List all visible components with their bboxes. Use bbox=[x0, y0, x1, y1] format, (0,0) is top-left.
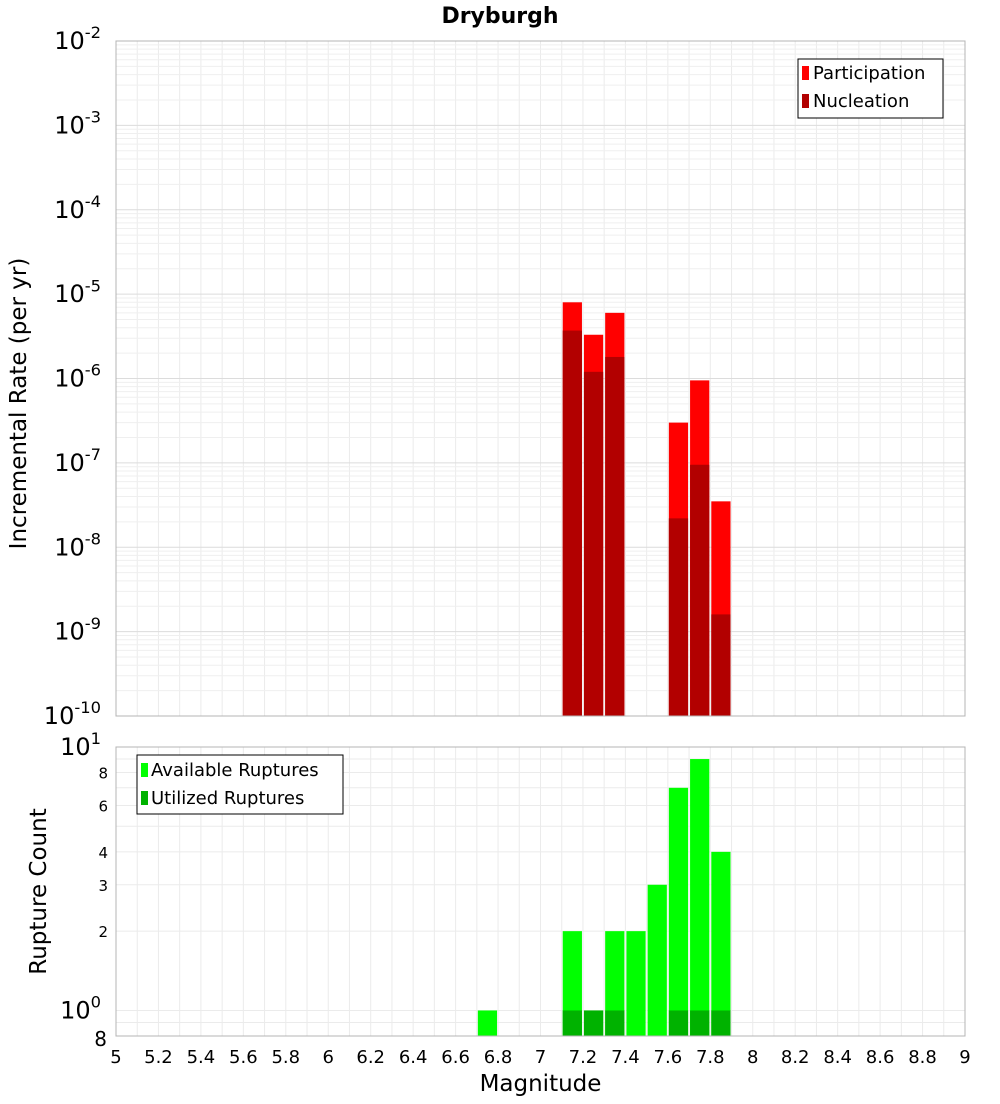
legend-label: Utilized Ruptures bbox=[151, 788, 304, 809]
count-y-major-tick-label: 100 bbox=[60, 993, 101, 1025]
count-y-minor-tick-label: 8 bbox=[98, 765, 108, 783]
count-legend: Available Ruptures Utilized Ruptures bbox=[136, 754, 344, 815]
x-tick-label: 8 bbox=[747, 1047, 758, 1068]
x-tick-label: 8.2 bbox=[781, 1047, 810, 1068]
count-y-minor-tick-label: 6 bbox=[98, 797, 108, 815]
x-tick-label: 7.6 bbox=[654, 1047, 683, 1068]
x-tick-label: 6.8 bbox=[484, 1047, 513, 1068]
x-tick-label: 5 bbox=[110, 1047, 121, 1068]
legend-swatch bbox=[141, 791, 148, 805]
utilized-ruptures-bar bbox=[583, 1010, 604, 1036]
utilized-ruptures-bar bbox=[605, 1010, 625, 1036]
legend-swatch bbox=[141, 763, 148, 777]
rate-y-tick-label: 10-4 bbox=[54, 192, 101, 224]
rate-y-tick-label: 10-3 bbox=[54, 108, 101, 140]
x-tick-label: 6.4 bbox=[399, 1047, 428, 1068]
x-tick-label: 5.8 bbox=[271, 1047, 300, 1068]
count-y-minor-tick-label: 2 bbox=[98, 923, 108, 941]
x-tick-label: 9 bbox=[959, 1047, 970, 1068]
available-ruptures-bar bbox=[605, 931, 625, 1036]
available-ruptures-bar bbox=[690, 759, 710, 1036]
rate-y-tick-label: 10-6 bbox=[54, 361, 101, 393]
rate-y-tick-label: 10-2 bbox=[54, 23, 101, 55]
available-ruptures-bar bbox=[477, 1010, 498, 1036]
count-y-minor-tick-label: 8 bbox=[94, 1027, 107, 1051]
x-tick-label: 6.6 bbox=[441, 1047, 470, 1068]
rate-legend: Participation Nucleation bbox=[797, 58, 944, 119]
utilized-ruptures-bar bbox=[690, 1010, 710, 1036]
legend-label: Nucleation bbox=[813, 91, 909, 112]
x-tick-label: 8.8 bbox=[908, 1047, 937, 1068]
nucleation-bar bbox=[690, 464, 710, 716]
x-tick-label: 7.8 bbox=[696, 1047, 725, 1068]
utilized-ruptures-bar bbox=[668, 1010, 689, 1036]
legend-swatch bbox=[802, 66, 809, 80]
x-tick-label: 7 bbox=[535, 1047, 546, 1068]
x-tick-label: 5.6 bbox=[229, 1047, 258, 1068]
x-tick-label: 8.4 bbox=[823, 1047, 852, 1068]
legend-swatch bbox=[802, 94, 809, 108]
x-tick-label: 8.6 bbox=[866, 1047, 895, 1068]
rate-y-tick-label: 10-10 bbox=[44, 698, 101, 730]
rate-y-tick-label: 10-9 bbox=[54, 614, 101, 646]
x-axis-label: Magnitude bbox=[480, 1071, 602, 1097]
legend-label: Participation bbox=[813, 63, 925, 84]
count-y-axis-label: Rupture Count bbox=[26, 808, 52, 974]
count-y-minor-tick-label: 3 bbox=[98, 877, 108, 895]
rate-y-tick-label: 10-7 bbox=[54, 445, 101, 477]
x-tick-label: 7.2 bbox=[569, 1047, 598, 1068]
count-legend-box bbox=[136, 754, 344, 815]
available-ruptures-bar bbox=[647, 884, 667, 1036]
x-tick-label: 5.4 bbox=[187, 1047, 216, 1068]
utilized-ruptures-bar bbox=[562, 1010, 582, 1036]
x-tick-label: 6 bbox=[323, 1047, 334, 1068]
x-tick-label: 5.2 bbox=[144, 1047, 173, 1068]
legend-label: Available Ruptures bbox=[151, 760, 319, 781]
x-tick-label: 7.4 bbox=[611, 1047, 640, 1068]
chart-title: Dryburgh bbox=[441, 4, 558, 29]
nucleation-bar bbox=[711, 614, 731, 716]
x-tick-label: 6.2 bbox=[356, 1047, 385, 1068]
rate-legend-box bbox=[797, 58, 944, 119]
rate-y-tick-label: 10-8 bbox=[54, 529, 101, 561]
utilized-ruptures-bar bbox=[711, 1010, 731, 1036]
rate-y-axis-label: Incremental Rate (per yr) bbox=[6, 258, 32, 550]
count-y-minor-tick-label: 4 bbox=[98, 844, 108, 862]
rate-plot: Dryburgh 10-10 10-9 10-8 10-7 10-6 10-5 10-4 10-… bbox=[6, 4, 966, 730]
available-ruptures-bar bbox=[711, 851, 731, 1036]
count-y-major-tick-label: 101 bbox=[60, 729, 101, 761]
available-ruptures-bar bbox=[562, 931, 582, 1036]
rupture-count-plot: 100 101 8 2 3 4 6 8 Rupture Count 5 5.2 5.4 5.6 5.8 6 6… bbox=[26, 729, 971, 1097]
rate-y-tick-label: 10-5 bbox=[54, 276, 101, 308]
rate-plot-frame bbox=[115, 40, 966, 717]
nucleation-bar bbox=[668, 518, 689, 716]
nucleation-bar bbox=[605, 356, 625, 716]
count-plot-frame bbox=[115, 746, 966, 1037]
available-ruptures-bar bbox=[626, 931, 646, 1036]
available-ruptures-bar bbox=[668, 787, 689, 1036]
nucleation-bar bbox=[562, 330, 582, 716]
nucleation-bar bbox=[583, 371, 604, 716]
